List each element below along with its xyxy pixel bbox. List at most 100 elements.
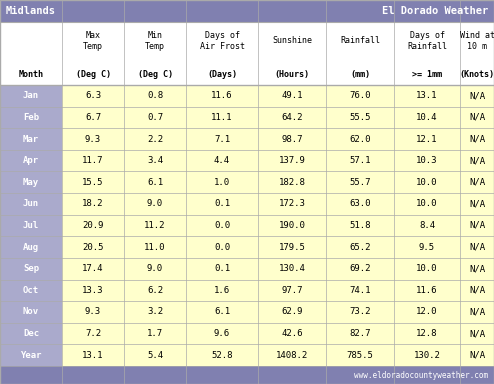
Text: Nov: Nov xyxy=(23,308,39,316)
Text: 6.7: 6.7 xyxy=(85,113,101,122)
Text: N/A: N/A xyxy=(469,308,485,316)
Text: 1408.2: 1408.2 xyxy=(276,351,308,360)
Bar xyxy=(186,215,258,236)
Text: 10.3: 10.3 xyxy=(416,156,438,165)
Bar xyxy=(62,323,124,344)
Text: www.eldoradocountyweather.com: www.eldoradocountyweather.com xyxy=(354,371,488,379)
Text: 11.7: 11.7 xyxy=(82,156,104,165)
Bar xyxy=(460,172,494,193)
Text: 18.2: 18.2 xyxy=(82,199,104,209)
Bar xyxy=(326,85,394,107)
Bar xyxy=(460,236,494,258)
Text: (Deg C): (Deg C) xyxy=(137,70,172,79)
Bar xyxy=(124,280,186,301)
Bar xyxy=(124,236,186,258)
Text: 9.3: 9.3 xyxy=(85,134,101,144)
Bar xyxy=(326,301,394,323)
Text: Sep: Sep xyxy=(23,264,39,273)
Text: 7.1: 7.1 xyxy=(214,134,230,144)
Text: N/A: N/A xyxy=(469,351,485,360)
Text: 6.3: 6.3 xyxy=(85,91,101,100)
Bar xyxy=(62,344,124,366)
Text: 1.7: 1.7 xyxy=(147,329,163,338)
Bar xyxy=(0,22,494,85)
Bar xyxy=(394,301,460,323)
Bar xyxy=(326,236,394,258)
Text: N/A: N/A xyxy=(469,243,485,252)
Text: Aug: Aug xyxy=(23,243,39,252)
Text: Midlands: Midlands xyxy=(6,6,56,16)
Text: Sunshine: Sunshine xyxy=(272,36,312,45)
Text: >= 1mm: >= 1mm xyxy=(412,70,442,79)
Text: 12.8: 12.8 xyxy=(416,329,438,338)
Text: 10.0: 10.0 xyxy=(416,199,438,209)
Text: Days of
Rainfall: Days of Rainfall xyxy=(407,31,447,51)
Bar xyxy=(394,128,460,150)
Bar xyxy=(62,301,124,323)
Bar xyxy=(258,107,326,128)
Bar xyxy=(62,107,124,128)
Text: 12.1: 12.1 xyxy=(416,134,438,144)
Text: Rainfall: Rainfall xyxy=(340,36,380,45)
Text: 49.1: 49.1 xyxy=(281,91,303,100)
Text: (Hours): (Hours) xyxy=(275,70,310,79)
Text: 9.3: 9.3 xyxy=(85,308,101,316)
Bar xyxy=(0,301,62,323)
Text: 182.8: 182.8 xyxy=(279,178,305,187)
Text: Mar: Mar xyxy=(23,134,39,144)
Text: 20.5: 20.5 xyxy=(82,243,104,252)
Bar xyxy=(394,236,460,258)
Text: 8.4: 8.4 xyxy=(419,221,435,230)
Bar xyxy=(394,344,460,366)
Bar xyxy=(460,323,494,344)
Bar xyxy=(460,128,494,150)
Text: 57.1: 57.1 xyxy=(349,156,371,165)
Text: 130.2: 130.2 xyxy=(413,351,441,360)
Text: 785.5: 785.5 xyxy=(347,351,373,360)
Text: 9.0: 9.0 xyxy=(147,199,163,209)
Text: Feb: Feb xyxy=(23,113,39,122)
Text: Jan: Jan xyxy=(23,91,39,100)
Bar xyxy=(62,128,124,150)
Text: 0.0: 0.0 xyxy=(214,221,230,230)
Bar xyxy=(124,107,186,128)
Bar xyxy=(326,344,394,366)
Bar xyxy=(258,344,326,366)
Text: 6.1: 6.1 xyxy=(147,178,163,187)
Text: 97.7: 97.7 xyxy=(281,286,303,295)
Text: Jun: Jun xyxy=(23,199,39,209)
Bar xyxy=(62,280,124,301)
Text: May: May xyxy=(23,178,39,187)
Bar xyxy=(394,85,460,107)
Bar xyxy=(124,172,186,193)
Text: 15.5: 15.5 xyxy=(82,178,104,187)
Bar xyxy=(62,85,124,107)
Text: 137.9: 137.9 xyxy=(279,156,305,165)
Bar xyxy=(258,150,326,172)
Text: 7.2: 7.2 xyxy=(85,329,101,338)
Text: (mm): (mm) xyxy=(350,70,370,79)
Text: 190.0: 190.0 xyxy=(279,221,305,230)
Text: 0.0: 0.0 xyxy=(214,243,230,252)
Bar xyxy=(0,0,494,22)
Bar xyxy=(124,258,186,280)
Text: 9.0: 9.0 xyxy=(147,264,163,273)
Text: 11.6: 11.6 xyxy=(416,286,438,295)
Text: N/A: N/A xyxy=(469,134,485,144)
Bar xyxy=(186,301,258,323)
Bar xyxy=(460,344,494,366)
Bar xyxy=(258,280,326,301)
Text: 179.5: 179.5 xyxy=(279,243,305,252)
Bar xyxy=(460,85,494,107)
Text: 3.2: 3.2 xyxy=(147,308,163,316)
Text: Jul: Jul xyxy=(23,221,39,230)
Text: 4.4: 4.4 xyxy=(214,156,230,165)
Text: 76.0: 76.0 xyxy=(349,91,371,100)
Bar xyxy=(186,323,258,344)
Bar xyxy=(62,258,124,280)
Bar xyxy=(394,323,460,344)
Bar xyxy=(0,128,62,150)
Bar xyxy=(460,258,494,280)
Bar xyxy=(326,193,394,215)
Text: Apr: Apr xyxy=(23,156,39,165)
